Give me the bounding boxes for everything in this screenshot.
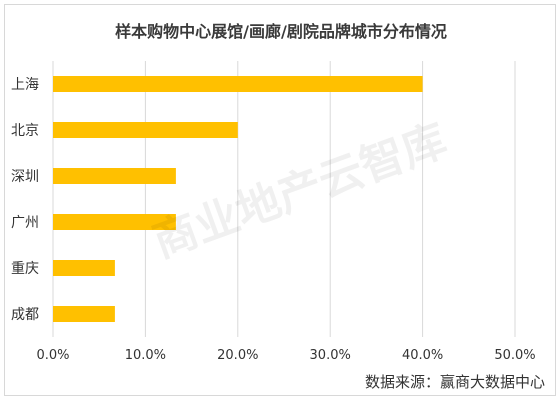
category-label: 重庆 (11, 261, 39, 277)
chart-card: 样本购物中心展馆/画廊/剧院品牌城市分布情况 上海北京深圳广州重庆成都 0.0%… (4, 4, 556, 396)
source-note: 数据来源：赢商大数据中心 (365, 373, 545, 391)
x-tick-label: 20.0% (217, 348, 258, 363)
gridlines (52, 61, 516, 337)
category-label: 深圳 (11, 169, 39, 185)
x-tick-label: 30.0% (310, 348, 351, 363)
bar (53, 306, 115, 322)
bar (53, 122, 238, 138)
category-label: 北京 (11, 123, 39, 139)
category-label: 上海 (11, 77, 39, 93)
chart-title: 样本购物中心展馆/画廊/剧院品牌城市分布情况 (115, 22, 447, 41)
category-label: 广州 (11, 215, 39, 231)
x-tick-label: 0.0% (36, 348, 69, 363)
x-tick-label: 10.0% (125, 348, 166, 363)
x-tick-labels: 0.0% 10.0% 20.0% 30.0% 40.0% 50.0% (36, 348, 535, 363)
bar (53, 260, 115, 276)
x-tick-label: 40.0% (402, 348, 443, 363)
category-label: 成都 (11, 307, 39, 323)
bar (53, 76, 423, 92)
bar (53, 168, 176, 184)
bar (53, 214, 176, 230)
bars (53, 76, 423, 322)
x-tick-label: 50.0% (494, 348, 535, 363)
